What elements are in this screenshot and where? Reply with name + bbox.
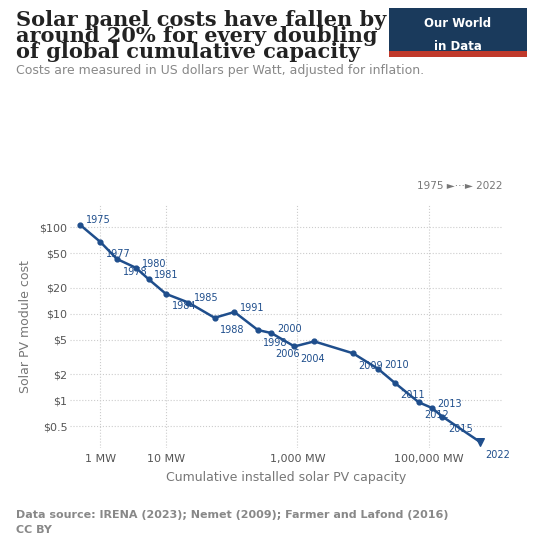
Point — [374, 364, 383, 373]
Text: 2011: 2011 — [400, 390, 425, 400]
Text: 2015: 2015 — [448, 424, 472, 434]
Text: 2010: 2010 — [384, 360, 409, 370]
Point — [210, 313, 219, 322]
Text: 2000: 2000 — [277, 324, 301, 334]
Text: in Data: in Data — [434, 39, 482, 52]
Text: 1975: 1975 — [86, 214, 111, 225]
Point — [267, 329, 275, 338]
Text: of global cumulative capacity: of global cumulative capacity — [16, 42, 360, 62]
Point — [290, 342, 299, 351]
Text: 1991: 1991 — [240, 303, 265, 313]
Text: 1978: 1978 — [123, 267, 147, 276]
Point — [184, 298, 193, 307]
X-axis label: Cumulative installed solar PV capacity: Cumulative installed solar PV capacity — [166, 471, 406, 484]
Point — [349, 349, 357, 357]
Text: 1998: 1998 — [264, 338, 288, 348]
Point — [230, 308, 239, 316]
Text: 1977: 1977 — [106, 249, 131, 259]
Point — [310, 337, 319, 346]
Text: 1988: 1988 — [220, 325, 245, 335]
Y-axis label: Solar PV module cost: Solar PV module cost — [19, 260, 32, 393]
Text: 2006: 2006 — [275, 349, 300, 359]
Point — [113, 255, 122, 264]
Text: 1984: 1984 — [172, 301, 196, 312]
Text: Solar panel costs have fallen by: Solar panel costs have fallen by — [16, 10, 387, 30]
Text: CC BY: CC BY — [16, 525, 52, 535]
Point — [254, 326, 262, 334]
Text: 2012: 2012 — [424, 410, 449, 420]
Text: 1980: 1980 — [141, 259, 166, 269]
Point — [414, 398, 423, 407]
Point — [132, 264, 140, 272]
Text: 2009: 2009 — [359, 361, 383, 371]
Point — [390, 379, 399, 387]
Point — [145, 275, 153, 284]
Text: 2013: 2013 — [437, 399, 462, 409]
Text: 1975 ►···► 2022: 1975 ►···► 2022 — [417, 180, 502, 191]
Point — [161, 289, 170, 298]
Point — [96, 238, 105, 246]
Text: Data source: IRENA (2023); Nemet (2009); Farmer and Lafond (2016): Data source: IRENA (2023); Nemet (2009);… — [16, 510, 449, 521]
Text: 1985: 1985 — [194, 293, 219, 303]
Text: 2004: 2004 — [300, 354, 325, 364]
Text: 1981: 1981 — [154, 270, 179, 280]
Point — [438, 412, 447, 421]
Point — [427, 403, 436, 412]
Text: Costs are measured in US dollars per Watt, adjusted for inflation.: Costs are measured in US dollars per Wat… — [16, 64, 424, 77]
Text: 2022: 2022 — [485, 449, 510, 460]
Point — [76, 221, 85, 230]
Text: around 20% for every doubling: around 20% for every doubling — [16, 26, 377, 46]
Point — [476, 438, 484, 447]
Text: Our World: Our World — [424, 17, 491, 30]
